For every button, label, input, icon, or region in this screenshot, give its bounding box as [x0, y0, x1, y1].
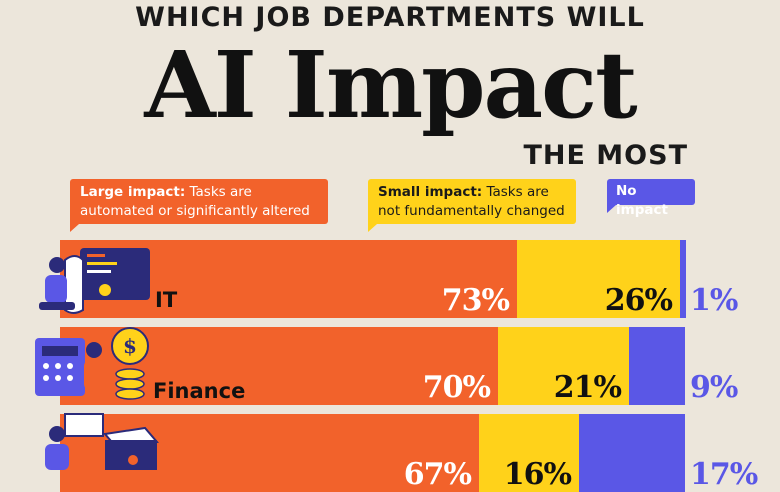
title-main: AI Impact	[144, 31, 637, 139]
operations-illustration	[45, 413, 159, 470]
data-label-large: 70%	[422, 370, 491, 405]
bar-segment-small	[517, 240, 680, 318]
bar-segment-none	[680, 240, 686, 318]
legend-small-label: Small impact:	[378, 184, 483, 200]
data-label-small: 21%	[553, 370, 622, 405]
data-label-large: 73%	[441, 283, 510, 318]
data-label-small: 16%	[503, 457, 572, 492]
title-bottom: THE MOST	[523, 140, 688, 171]
developer-illustration	[39, 248, 150, 314]
legend-none-tail	[607, 205, 616, 213]
legend-small-text: Tasks are not fundamentally changed	[378, 184, 565, 219]
data-label-large: 67%	[403, 457, 472, 492]
data-label-none: 9%	[690, 370, 738, 405]
data-label-small: 26%	[604, 283, 673, 318]
legend-no-impact: No impact	[607, 179, 695, 218]
bar-segment-none	[629, 327, 685, 405]
legend-large-text: Tasks are automated or significantly alt…	[80, 184, 310, 219]
legend-small-impact: Small impact: Tasks are not fundamentall…	[368, 179, 576, 232]
data-label-none: 17%	[690, 457, 758, 492]
title-top: WHICH JOB DEPARTMENTS WILL	[135, 2, 645, 33]
bar-segment-small	[498, 327, 629, 405]
department-label: Finance	[153, 379, 246, 403]
legend-large-label: Large impact:	[80, 184, 186, 200]
bar-segment-none	[579, 414, 685, 492]
finance-illustration: $	[35, 327, 149, 400]
legend-large-impact: Large impact: Tasks are automated or sig…	[70, 179, 328, 232]
data-label-none: 1%	[690, 283, 738, 318]
legend-small-tail	[368, 224, 377, 232]
svg-text:$: $	[123, 334, 137, 358]
department-label: IT	[155, 288, 178, 312]
legend-large-tail	[70, 224, 79, 232]
legend-none-label: No impact	[616, 183, 668, 218]
